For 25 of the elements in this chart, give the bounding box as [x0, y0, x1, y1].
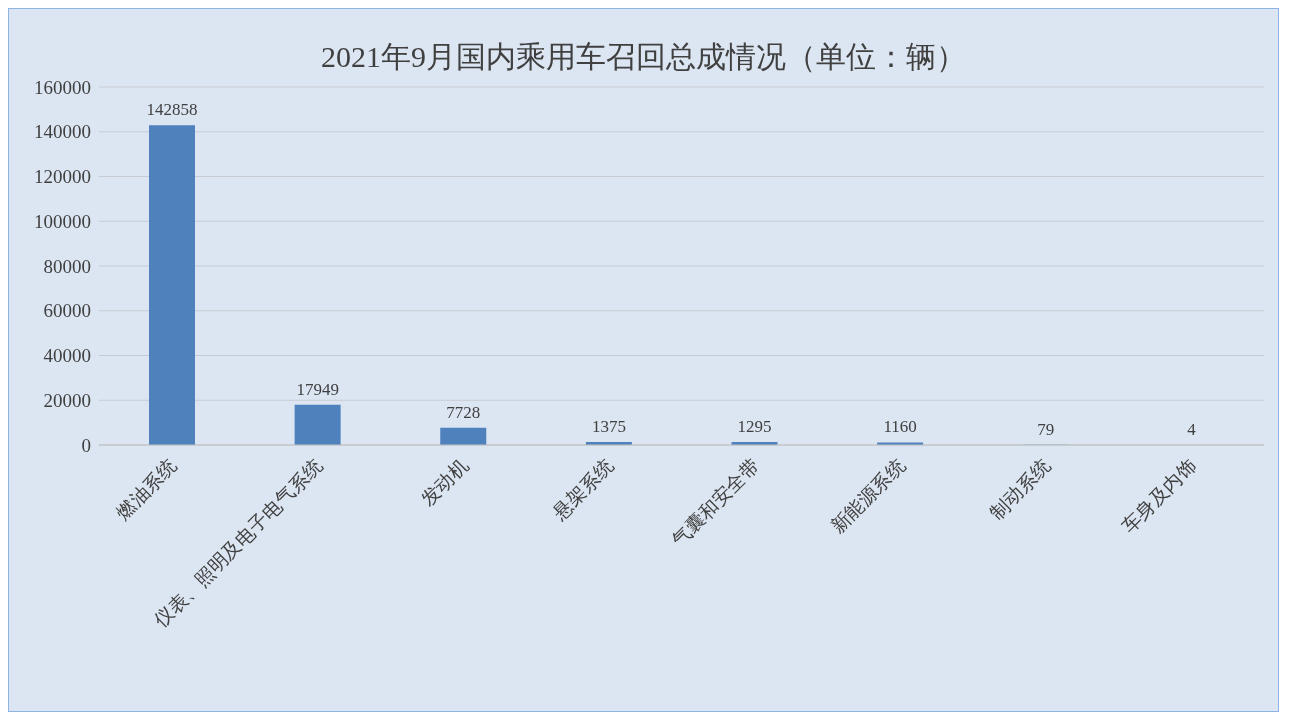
- y-tick-label: 140000: [34, 121, 91, 143]
- y-tick-label: 60000: [43, 300, 91, 322]
- x-tick-label: 燃油系统: [112, 454, 181, 524]
- x-tick-label: 气囊和安全带: [667, 454, 764, 551]
- y-tick-label: 0: [81, 434, 91, 456]
- x-tick-label: 车身及内饰: [1117, 454, 1201, 537]
- data-label: 79: [1037, 419, 1055, 439]
- x-tick-label: 制动系统: [985, 454, 1055, 524]
- data-label: 142858: [146, 100, 198, 120]
- y-tick-label: 20000: [43, 389, 91, 411]
- y-tick-label: 120000: [34, 166, 91, 188]
- data-label: 7728: [446, 402, 481, 422]
- data-label: 4: [1187, 419, 1197, 439]
- data-label: 17949: [296, 379, 339, 399]
- x-tick-label: 发动机: [416, 454, 472, 511]
- y-tick-label: 80000: [43, 255, 91, 277]
- chart-title: 2021年9月国内乘用车召回总成情况（单位：辆）: [320, 39, 967, 75]
- x-tick-label: 新能源系统: [826, 454, 909, 537]
- x-tick-label: 悬架系统: [548, 454, 618, 525]
- data-label: 1160: [883, 417, 917, 437]
- data-label: 1375: [591, 416, 626, 436]
- y-tick-label: 40000: [43, 345, 91, 367]
- y-tick-label: 100000: [34, 210, 91, 232]
- data-label: 1295: [737, 417, 772, 437]
- y-tick-label: 160000: [34, 76, 91, 98]
